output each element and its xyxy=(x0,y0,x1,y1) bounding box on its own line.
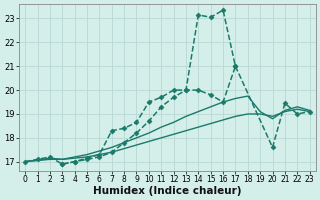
X-axis label: Humidex (Indice chaleur): Humidex (Indice chaleur) xyxy=(93,186,242,196)
